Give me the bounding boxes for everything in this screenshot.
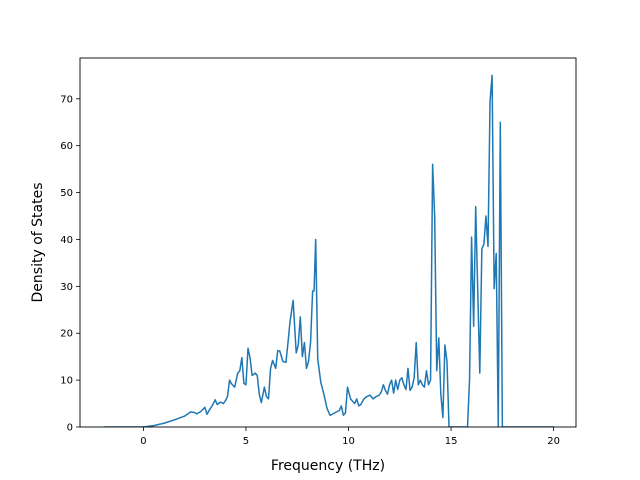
y-tick-label: 50 [60,188,73,199]
y-tick-label: 0 [67,423,73,434]
y-tick-label: 70 [60,94,73,105]
axes-frame [79,57,577,428]
plot-area [104,74,554,427]
x-tick-label: 0 [140,436,146,447]
y-axis-label: Density of States [30,183,46,303]
x-tick-label: 15 [445,436,458,447]
y-tick-label: 10 [60,376,73,387]
x-tick-label: 10 [342,436,355,447]
x-tick-label: 20 [547,436,560,447]
dos-series-line [104,74,554,427]
y-tick-label: 20 [60,329,73,340]
y-tick-label: 30 [60,282,73,293]
axis-ticks: 0 5 10 15 20 0 10 20 30 40 50 60 70 [60,94,560,447]
x-tick-label: 5 [243,436,249,447]
y-tick-label: 60 [60,141,73,152]
y-tick-label: 40 [60,235,73,246]
x-axis-label: Frequency (THz) [271,458,385,474]
